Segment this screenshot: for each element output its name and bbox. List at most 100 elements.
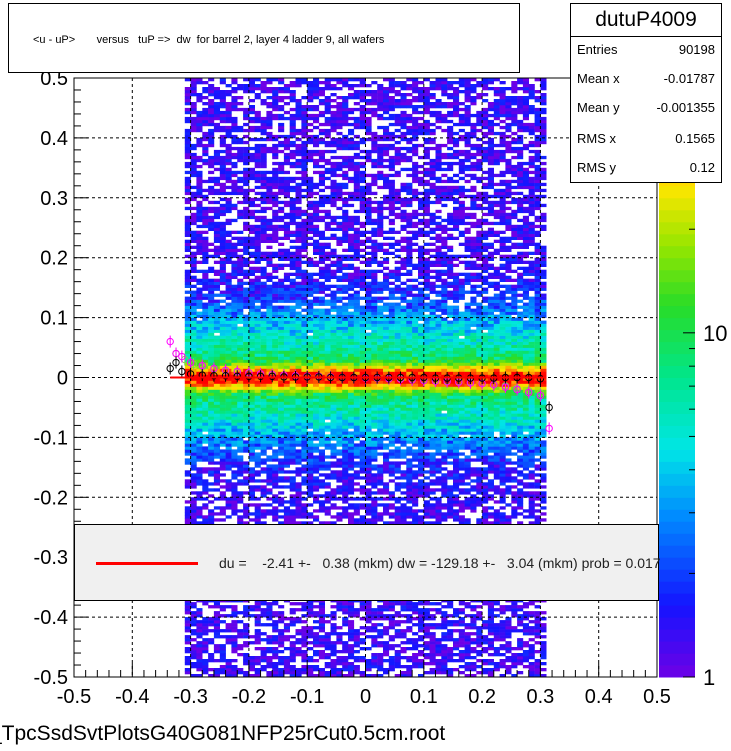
heatmap-cell bbox=[289, 485, 296, 489]
heatmap-cell bbox=[254, 428, 261, 432]
heatmap-cell bbox=[318, 326, 325, 330]
heatmap-cell bbox=[225, 90, 232, 94]
heatmap-cell bbox=[278, 395, 285, 399]
heatmap-cell bbox=[266, 611, 273, 615]
heatmap-cell bbox=[336, 137, 343, 142]
heatmap-cell bbox=[196, 359, 203, 363]
heatmap-cell bbox=[248, 215, 255, 220]
heatmap-cell bbox=[202, 389, 209, 393]
heatmap-cell bbox=[254, 404, 261, 408]
heatmap-cell bbox=[295, 461, 302, 465]
heatmap-cell bbox=[365, 245, 372, 249]
heatmap-cell bbox=[365, 608, 372, 612]
heatmap-cell bbox=[190, 326, 197, 330]
heatmap-cell bbox=[318, 266, 325, 270]
heatmap-cell bbox=[301, 245, 308, 249]
heatmap-cell bbox=[371, 437, 378, 441]
heatmap-cell bbox=[196, 665, 203, 669]
heatmap-cell bbox=[225, 341, 232, 345]
heatmap-cell bbox=[365, 350, 372, 354]
heatmap-cell bbox=[243, 416, 250, 420]
heatmap-cell bbox=[248, 242, 255, 246]
heatmap-cell bbox=[272, 449, 279, 453]
heatmap-cell bbox=[342, 500, 349, 504]
heatmap-cell bbox=[231, 500, 238, 504]
heatmap-cell bbox=[365, 476, 372, 480]
heatmap-cell bbox=[301, 335, 308, 339]
heatmap-cell bbox=[342, 221, 349, 226]
heatmap-cell bbox=[266, 305, 273, 309]
heatmap-cell bbox=[336, 608, 343, 612]
heatmap-cell bbox=[248, 107, 255, 112]
heatmap-cell bbox=[295, 102, 302, 106]
heatmap-cell bbox=[260, 185, 267, 190]
heatmap-cell bbox=[353, 398, 360, 402]
heatmap-cell bbox=[243, 299, 250, 303]
heatmap-cell bbox=[243, 482, 250, 486]
heatmap-cell bbox=[348, 323, 355, 327]
heatmap-cell bbox=[272, 494, 279, 498]
heatmap-cell bbox=[202, 404, 209, 408]
heatmap-cell bbox=[202, 302, 209, 306]
heatmap-cell bbox=[208, 341, 215, 345]
heatmap-cell bbox=[184, 383, 191, 387]
heatmap-cell bbox=[202, 278, 209, 282]
heatmap-cell bbox=[254, 368, 261, 372]
heatmap-cell bbox=[313, 341, 320, 345]
heatmap-cell bbox=[313, 638, 320, 642]
heatmap-cell bbox=[237, 332, 244, 336]
heatmap-cell bbox=[190, 674, 197, 678]
heatmap-cell bbox=[301, 188, 308, 193]
heatmap-cell bbox=[313, 482, 320, 486]
heatmap-cell bbox=[324, 674, 331, 678]
heatmap-cell bbox=[202, 272, 209, 276]
heatmap-cell bbox=[225, 278, 232, 282]
heatmap-cell bbox=[208, 452, 215, 456]
heatmap-cell bbox=[260, 356, 267, 360]
heatmap-cell bbox=[190, 218, 197, 223]
heatmap-cell bbox=[283, 221, 290, 226]
heatmap-cell bbox=[330, 371, 337, 375]
heatmap-cell bbox=[237, 188, 244, 193]
heatmap-cell bbox=[225, 248, 232, 252]
heatmap-cell bbox=[202, 260, 209, 264]
heatmap-cell bbox=[353, 512, 360, 516]
heatmap-cell bbox=[248, 467, 255, 471]
heatmap-cell bbox=[225, 443, 232, 447]
heatmap-cell bbox=[272, 203, 279, 208]
heatmap-cell bbox=[254, 179, 261, 184]
heatmap-cell bbox=[353, 143, 360, 148]
heatmap-cell bbox=[348, 326, 355, 330]
heatmap-cell bbox=[342, 105, 349, 109]
heatmap-cell bbox=[359, 200, 366, 205]
heatmap-cell bbox=[283, 272, 290, 276]
heatmap-cell bbox=[196, 179, 203, 184]
heatmap-cell bbox=[202, 347, 209, 351]
heatmap-cell bbox=[260, 425, 267, 429]
heatmap-cell bbox=[307, 647, 314, 651]
heatmap-cell bbox=[353, 446, 360, 450]
heatmap-cell bbox=[260, 254, 267, 258]
heatmap-cell bbox=[353, 116, 360, 121]
heatmap-cell bbox=[260, 494, 267, 498]
heatmap-cell bbox=[365, 158, 372, 163]
heatmap-cell bbox=[208, 110, 215, 115]
heatmap-cell bbox=[202, 440, 209, 444]
heatmap-cell bbox=[342, 173, 349, 178]
heatmap-cell bbox=[272, 281, 279, 285]
heatmap-cell bbox=[371, 635, 378, 639]
heatmap-cell bbox=[231, 182, 238, 187]
heatmap-cell bbox=[190, 197, 197, 202]
heatmap-cell bbox=[295, 236, 302, 240]
heatmap-cell bbox=[213, 125, 220, 130]
heatmap-cell bbox=[318, 605, 325, 609]
heatmap-cell bbox=[248, 665, 255, 669]
heatmap-cell bbox=[248, 314, 255, 318]
heatmap-cell bbox=[219, 380, 226, 384]
heatmap-cell bbox=[313, 84, 320, 88]
heatmap-cell bbox=[248, 305, 255, 309]
heatmap-cell bbox=[289, 317, 296, 321]
heatmap-cell bbox=[365, 338, 372, 342]
heatmap-cell bbox=[213, 167, 220, 172]
heatmap-cell bbox=[208, 386, 215, 390]
